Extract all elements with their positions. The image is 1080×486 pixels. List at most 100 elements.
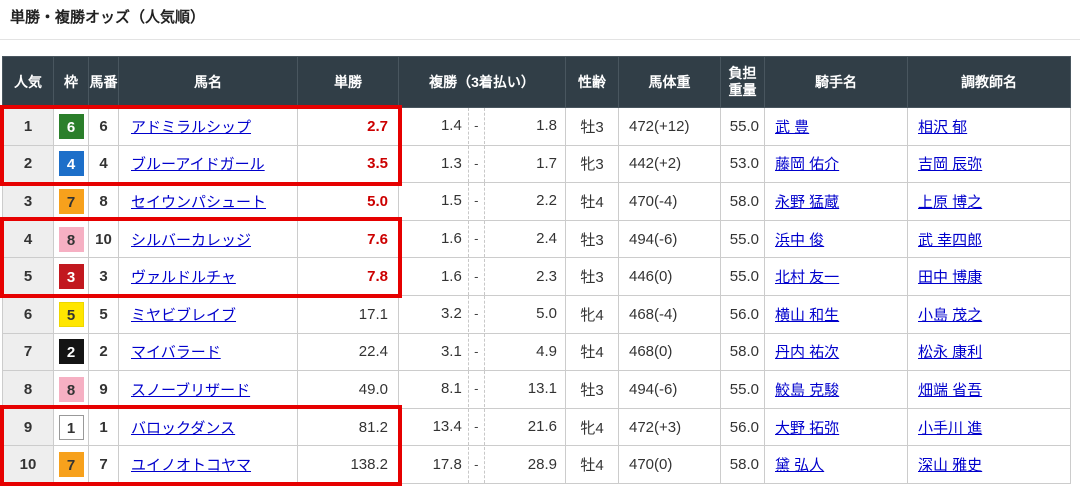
horse-weight-cell: 468(-4) (618, 294, 721, 334)
table-row: 8 8 9 スノーブリザード 49.0 8.1 - 13.1 牡3 494(-6… (2, 370, 1071, 409)
odds-table-body: 1 6 6 アドミラルシップ 2.7 1.4 - 1.8 牡3 472(+12)… (2, 107, 1071, 484)
column-header-horse-number: 馬番 (88, 56, 119, 108)
frame-cell: 7 (53, 445, 89, 484)
frame-number-badge: 2 (58, 339, 84, 365)
place-odds-cell: 8.1 - 13.1 (398, 370, 566, 409)
popularity-cell: 7 (2, 332, 54, 372)
place-odds-high: 1.7 (536, 154, 557, 172)
horse-weight-cell: 470(-4) (618, 182, 721, 221)
table-row: 1 6 6 アドミラルシップ 2.7 1.4 - 1.8 牡3 472(+12)… (2, 107, 1071, 146)
trainer-cell: 小島 茂之 (907, 294, 1071, 334)
sex-age-cell: 牡3 (565, 107, 619, 146)
trainer-link[interactable]: 相沢 郁 (918, 118, 968, 136)
horse-number-cell: 1 (88, 407, 119, 447)
place-odds-high: 1.8 (536, 117, 557, 135)
trainer-cell: 小手川 進 (907, 407, 1071, 447)
frame-cell: 2 (53, 332, 89, 372)
jockey-link[interactable]: 横山 和生 (775, 306, 840, 324)
table-row: 3 7 8 セイウンパシュート 5.0 1.5 - 2.2 牡4 470(-4)… (2, 182, 1071, 221)
place-odds-cell: 13.4 - 21.6 (398, 407, 566, 447)
horse-name-link[interactable]: ミヤビブレイブ (131, 306, 237, 324)
horse-name-cell: ブルーアイドガール (118, 144, 298, 184)
frame-number-badge: 5 (58, 301, 84, 327)
trainer-link[interactable]: 畑端 省吾 (918, 381, 983, 399)
trainer-link[interactable]: 田中 博康 (918, 269, 983, 287)
frame-cell: 8 (53, 370, 89, 409)
place-odds-separator: - (467, 296, 485, 333)
horse-name-link[interactable]: ヴァルドルチャ (131, 269, 236, 287)
column-header-trainer: 調教師名 (907, 56, 1071, 108)
trainer-link[interactable]: 松永 康利 (918, 344, 983, 362)
win-odds-cell: 7.8 (297, 257, 399, 296)
place-odds-low: 1.4 (440, 117, 462, 135)
horse-number-cell: 5 (88, 294, 119, 334)
horse-name-link[interactable]: ブルーアイドガール (131, 156, 265, 174)
column-header-sex-age: 性齢 (565, 56, 619, 108)
column-header-load-weight: 負担 重量 (720, 56, 765, 108)
horse-name-link[interactable]: スノーブリザード (131, 381, 251, 399)
column-header-win-odds: 単勝 (297, 56, 399, 108)
trainer-link[interactable]: 吉岡 辰弥 (918, 156, 983, 174)
sex-age-cell: 牡4 (565, 445, 619, 484)
horse-name-link[interactable]: バロックダンス (131, 419, 236, 437)
place-odds-cell: 3.2 - 5.0 (398, 294, 566, 334)
place-odds-high: 2.4 (536, 230, 557, 248)
trainer-link[interactable]: 上原 博之 (918, 193, 983, 211)
sex-age-cell: 牡3 (565, 257, 619, 296)
popularity-cell: 8 (2, 370, 54, 409)
win-odds-cell: 2.7 (297, 107, 399, 146)
trainer-cell: 吉岡 辰弥 (907, 144, 1071, 184)
horse-weight-cell: 468(0) (618, 332, 721, 372)
sex-age-cell: 牡3 (565, 219, 619, 259)
trainer-link[interactable]: 小手川 進 (918, 419, 983, 437)
horse-name-link[interactable]: ユイノオトコヤマ (131, 457, 252, 475)
popularity-cell: 1 (2, 107, 54, 146)
horse-name-cell: ミヤビブレイブ (118, 294, 298, 334)
jockey-link[interactable]: 黛 弘人 (775, 457, 825, 475)
horse-name-link[interactable]: アドミラルシップ (131, 118, 252, 136)
horse-number-cell: 9 (88, 370, 119, 409)
win-odds-cell: 7.6 (297, 219, 399, 259)
frame-cell: 6 (53, 107, 89, 146)
jockey-link[interactable]: 浜中 俊 (775, 231, 825, 249)
jockey-link[interactable]: 大野 拓弥 (775, 419, 840, 437)
place-odds-low: 8.1 (440, 380, 462, 398)
horse-name-link[interactable]: マイバラード (131, 344, 221, 362)
trainer-link[interactable]: 小島 茂之 (918, 306, 983, 324)
popularity-cell: 3 (2, 182, 54, 221)
table-row: 2 4 4 ブルーアイドガール 3.5 1.3 - 1.7 牝3 442(+2)… (2, 144, 1071, 184)
place-odds-separator: - (467, 258, 485, 295)
horse-name-link[interactable]: セイウンパシュート (131, 193, 267, 211)
frame-cell: 3 (53, 257, 89, 296)
load-weight-cell: 58.0 (720, 332, 765, 372)
jockey-link[interactable]: 武 豊 (775, 118, 810, 136)
trainer-link[interactable]: 武 幸四郎 (918, 231, 983, 249)
load-weight-cell: 55.0 (720, 257, 765, 296)
place-odds-low: 1.3 (440, 154, 462, 172)
jockey-cell: 横山 和生 (764, 294, 908, 334)
trainer-link[interactable]: 深山 雅史 (918, 457, 983, 475)
jockey-link[interactable]: 丹内 祐次 (775, 344, 840, 362)
horse-weight-cell: 446(0) (618, 257, 721, 296)
table-row: 6 5 5 ミヤビブレイブ 17.1 3.2 - 5.0 牝4 468(-4) … (2, 294, 1071, 334)
horse-name-cell: ユイノオトコヤマ (118, 445, 298, 484)
win-odds-cell: 49.0 (297, 370, 399, 409)
frame-number-badge: 8 (58, 226, 84, 252)
jockey-link[interactable]: 鮫島 克駿 (775, 381, 840, 399)
popularity-cell: 5 (2, 257, 54, 296)
place-odds-low: 1.6 (440, 230, 462, 248)
place-odds-cell: 1.3 - 1.7 (398, 144, 566, 184)
trainer-cell: 田中 博康 (907, 257, 1071, 296)
place-odds-high: 13.1 (527, 380, 557, 398)
jockey-link[interactable]: 藤岡 佑介 (775, 156, 840, 174)
load-weight-cell: 53.0 (720, 144, 765, 184)
column-header-jockey: 騎手名 (764, 56, 908, 108)
horse-name-link[interactable]: シルバーカレッジ (131, 231, 252, 249)
jockey-link[interactable]: 永野 猛蔵 (775, 193, 840, 211)
place-odds-cell: 17.8 - 28.9 (398, 445, 566, 484)
trainer-cell: 武 幸四郎 (907, 219, 1071, 259)
load-weight-cell: 55.0 (720, 107, 765, 146)
load-weight-cell: 58.0 (720, 445, 765, 484)
frame-number-badge: 3 (58, 264, 84, 290)
jockey-link[interactable]: 北村 友一 (775, 269, 840, 287)
